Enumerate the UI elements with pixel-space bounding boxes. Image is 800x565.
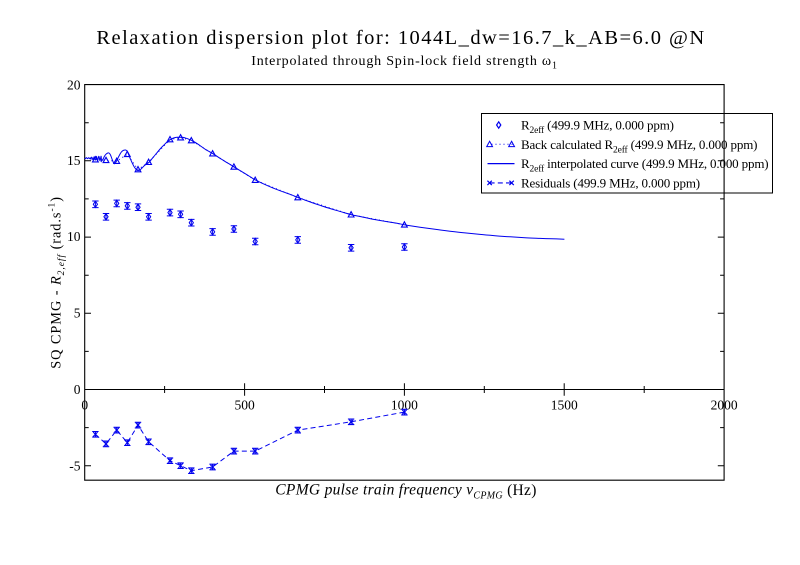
svg-text:Residuals (499.9 MHz, 0.000 pp: Residuals (499.9 MHz, 0.000 ppm) (521, 176, 700, 191)
svg-text:10: 10 (67, 229, 81, 244)
svg-text:SQ CPMG - R2,eff (rad.s-1): SQ CPMG - R2,eff (rad.s-1) (48, 196, 68, 369)
svg-text:5: 5 (74, 305, 81, 320)
svg-text:Relaxation dispersion plot for: Relaxation dispersion plot for: 1044L_dw… (96, 27, 705, 49)
svg-text:0: 0 (81, 398, 88, 413)
svg-text:Back calculated R2eff (499.9 M: Back calculated R2eff (499.9 MHz, 0.000 … (521, 137, 757, 156)
svg-text:20: 20 (67, 77, 81, 92)
svg-text:R2eff (499.9 MHz, 0.000 ppm): R2eff (499.9 MHz, 0.000 ppm) (521, 118, 674, 137)
svg-text:15: 15 (67, 153, 81, 168)
svg-text:R2eff interpolated curve (499.: R2eff interpolated curve (499.9 MHz, 0.0… (521, 156, 768, 175)
svg-text:2000: 2000 (711, 398, 738, 413)
svg-text:0: 0 (74, 382, 81, 397)
svg-text:CPMG pulse train frequency νCP: CPMG pulse train frequency νCPMG (Hz) (275, 481, 536, 501)
svg-text:Interpolated through Spin-lock: Interpolated through Spin-lock field str… (251, 54, 558, 72)
svg-text:500: 500 (234, 398, 255, 413)
svg-text:-5: -5 (69, 458, 80, 473)
svg-text:1000: 1000 (391, 398, 418, 413)
svg-text:1500: 1500 (551, 398, 578, 413)
